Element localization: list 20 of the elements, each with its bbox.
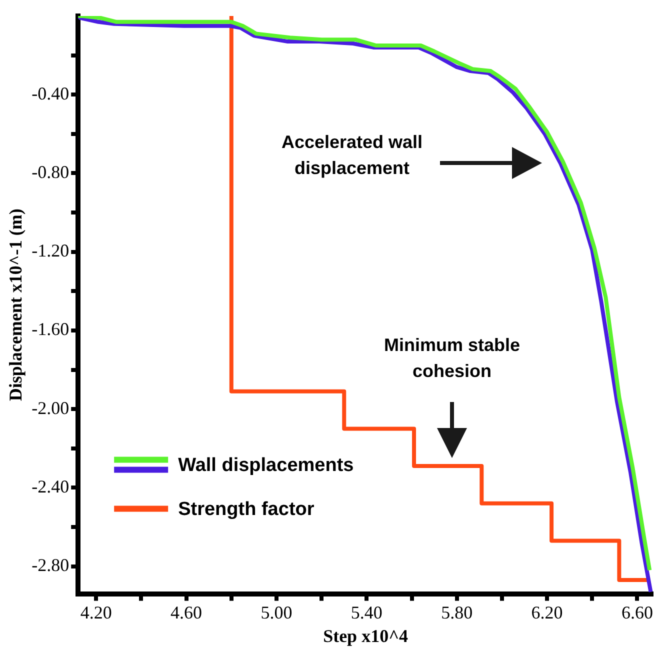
y-axis-title: Displacement x10^-1 (m) (5, 208, 26, 402)
y-tick-label: -0.80 (32, 162, 70, 182)
legend-label: Wall displacements (178, 455, 354, 476)
y-tick-label: -1.20 (32, 240, 70, 261)
y-tick-label: -2.00 (32, 398, 70, 418)
y-tick-label: -1.60 (32, 319, 70, 340)
legend-label: Strength factor (178, 499, 315, 520)
x-tick-label: 6.20 (531, 602, 563, 622)
x-tick-label: 6.60 (621, 602, 653, 622)
x-tick-label: 5.80 (441, 602, 473, 622)
annotation: Minimum stable cohesion (384, 334, 520, 381)
x-tick-label: 5.00 (260, 602, 292, 622)
x-tick-label: 5.40 (350, 602, 382, 622)
y-tick-label: -0.40 (32, 83, 70, 104)
annotation: Accelerated wall displacement (281, 132, 423, 178)
y-tick-label: -2.40 (32, 476, 70, 496)
y-tick-label: -2.80 (32, 555, 70, 576)
x-tick-label: 4.20 (80, 602, 112, 622)
x-tick-label: 4.60 (170, 602, 202, 622)
x-axis-title: Step x10^4 (323, 626, 408, 646)
